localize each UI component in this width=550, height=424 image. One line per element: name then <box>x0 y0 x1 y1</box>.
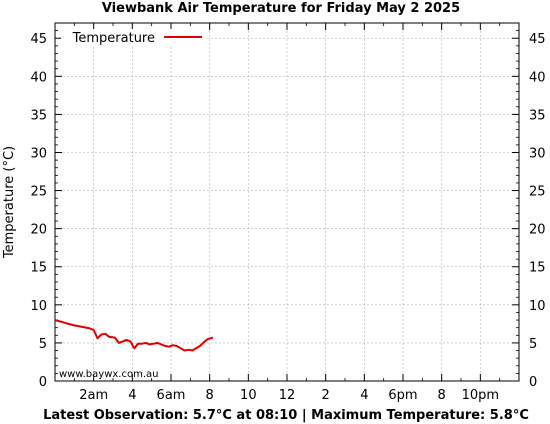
y-tick-label: 0 <box>529 375 537 390</box>
y-tick-label: 35 <box>30 108 47 123</box>
x-tick-labels: 2am 4 6am 8 10 12 2 4 6pm 8 10pm <box>79 388 499 403</box>
y-tick-label: 30 <box>529 146 546 161</box>
y-tick-label: 45 <box>30 32 47 47</box>
y-tick-labels-right: 0 5 10 15 20 25 30 35 40 45 <box>529 32 546 390</box>
y-tick-label: 20 <box>30 223 47 238</box>
y-tick-label: 15 <box>30 261 47 276</box>
y-tick-label: 20 <box>529 223 546 238</box>
y-tick-labels-left: 0 5 10 15 20 25 30 35 40 45 <box>30 32 47 390</box>
y-tick-label: 5 <box>529 337 537 352</box>
legend: Temperature <box>61 29 207 46</box>
y-tick-label: 10 <box>529 299 546 314</box>
legend-entry-temperature: Temperature <box>72 31 155 46</box>
y-tick-label: 45 <box>529 32 546 47</box>
x-tick-label: 10pm <box>462 388 499 403</box>
x-tick-label: 2 <box>322 388 330 403</box>
y-tick-label: 40 <box>529 70 546 85</box>
footer-observation: Latest Observation: 5.7°C at 08:10 | Max… <box>43 408 529 423</box>
x-tick-label: 8 <box>438 388 446 403</box>
y-tick-label: 40 <box>30 70 47 85</box>
legend-box <box>61 29 207 46</box>
y-tick-label: 15 <box>529 261 546 276</box>
x-tick-label: 10 <box>240 388 257 403</box>
x-tick-label: 4 <box>360 388 368 403</box>
series-line-temperature <box>54 319 214 352</box>
grid <box>55 23 519 381</box>
series-layer <box>54 319 214 352</box>
y-tick-label: 10 <box>30 299 47 314</box>
y-tick-label: 5 <box>39 337 47 352</box>
y-tick-label: 25 <box>529 185 546 200</box>
x-tick-label: 8 <box>206 388 214 403</box>
x-tick-label: 6pm <box>388 388 417 403</box>
y-tick-label: 0 <box>39 375 47 390</box>
chart-title: Viewbank Air Temperature for Friday May … <box>102 1 460 16</box>
ticks <box>55 23 519 382</box>
x-tick-label: 12 <box>279 388 296 403</box>
y-axis-label: Temperature (°C) <box>2 146 17 259</box>
x-tick-label: 4 <box>128 388 136 403</box>
x-tick-label: 6am <box>157 388 186 403</box>
y-tick-label: 25 <box>30 185 47 200</box>
y-tick-label: 35 <box>529 108 546 123</box>
x-tick-label: 2am <box>79 388 108 403</box>
y-tick-label: 30 <box>30 146 47 161</box>
watermark: www.baywx.com.au <box>59 369 158 380</box>
